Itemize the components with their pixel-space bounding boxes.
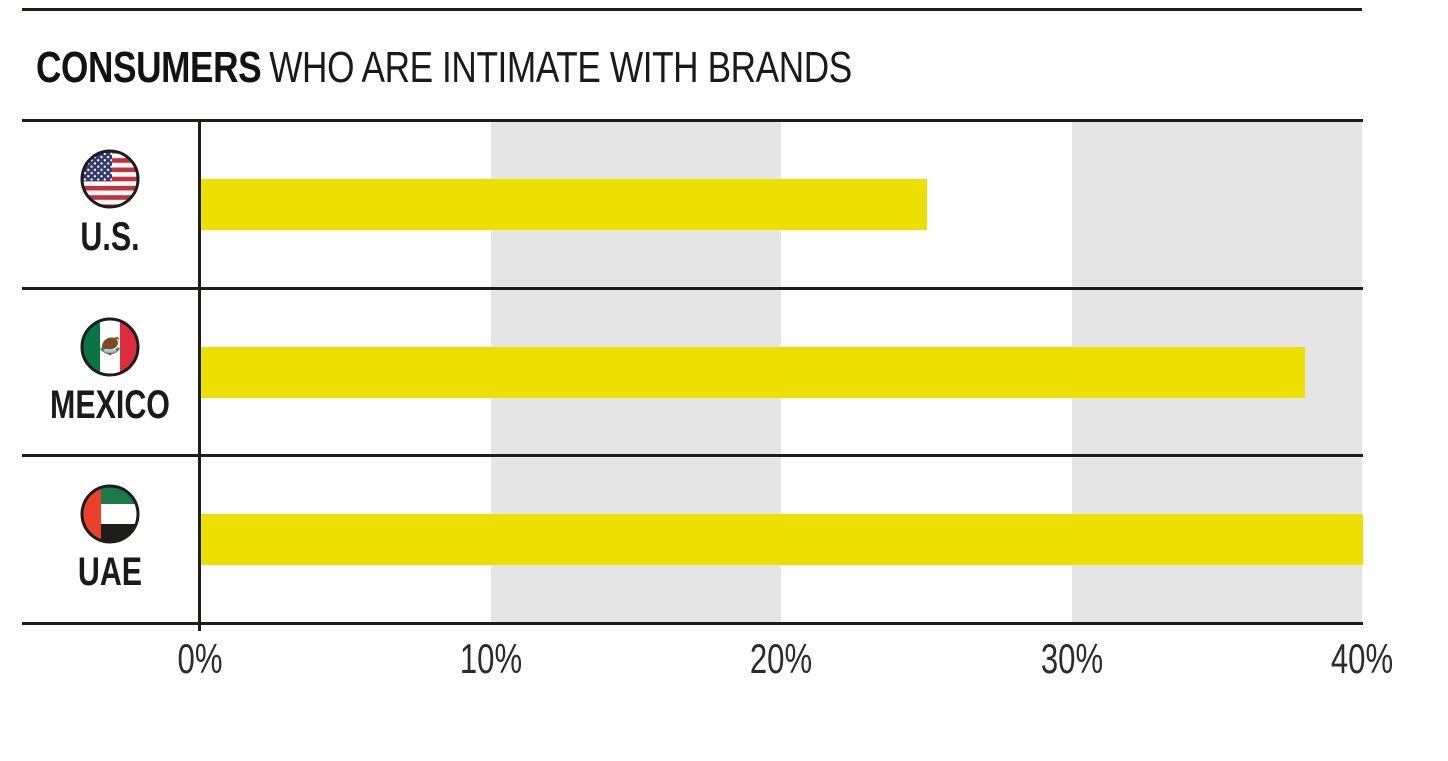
tick-label-10: 10% — [459, 635, 522, 682]
row-uae: UAE — [0, 454, 1448, 622]
bar-us — [201, 179, 928, 230]
x-axis-line — [22, 622, 1363, 625]
tick-label-0: 0% — [177, 635, 223, 682]
chart-top-line — [22, 119, 1363, 122]
tick-label-20: 20% — [749, 635, 813, 682]
us-flag-icon — [80, 149, 140, 209]
bar-mexico — [201, 347, 1305, 398]
tick-label-30: 30% — [1040, 635, 1103, 682]
row-label-mexico: MEXICO — [50, 383, 170, 427]
title-rest: WHO ARE INTIMATE WITH BRANDS — [269, 43, 852, 92]
page-title: CONSUMERS WHO ARE INTIMATE WITH BRANDS — [36, 46, 852, 90]
uae-flag-icon — [80, 484, 140, 544]
bar-uae — [201, 514, 1363, 565]
title-emphasis: CONSUMERS — [36, 43, 262, 92]
mexico-flag-icon — [80, 317, 140, 377]
row-mexico: MEXICO — [0, 287, 1448, 455]
row-label-us: U.S. — [80, 215, 140, 259]
row-separator-1 — [22, 287, 1363, 290]
top-rule — [22, 8, 1362, 11]
y-axis-line — [198, 119, 201, 631]
row-us: U.S. — [0, 119, 1448, 287]
row-separator-2 — [22, 454, 1363, 457]
tick-label-40: 40% — [1330, 635, 1394, 682]
row-label-uae: UAE — [77, 550, 143, 594]
